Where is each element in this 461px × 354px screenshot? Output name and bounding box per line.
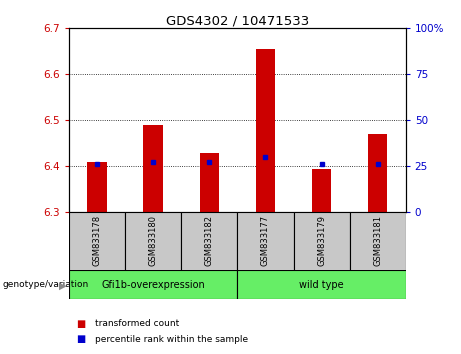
Text: GSM833178: GSM833178 — [93, 215, 102, 266]
FancyBboxPatch shape — [181, 212, 237, 271]
Text: transformed count: transformed count — [95, 319, 179, 329]
FancyBboxPatch shape — [294, 212, 349, 271]
Text: GSM833179: GSM833179 — [317, 215, 326, 266]
FancyBboxPatch shape — [237, 212, 294, 271]
FancyBboxPatch shape — [69, 270, 237, 299]
Bar — [200, 153, 219, 212]
Bar — [88, 162, 107, 212]
Text: Gfi1b-overexpression: Gfi1b-overexpression — [101, 280, 205, 290]
Title: GDS4302 / 10471533: GDS4302 / 10471533 — [166, 14, 309, 27]
Bar — [256, 49, 275, 212]
Text: GSM833182: GSM833182 — [205, 215, 214, 266]
FancyBboxPatch shape — [125, 212, 181, 271]
Text: wild type: wild type — [299, 280, 344, 290]
Text: percentile rank within the sample: percentile rank within the sample — [95, 335, 248, 344]
FancyBboxPatch shape — [69, 212, 125, 271]
Text: ▶: ▶ — [59, 281, 66, 291]
Bar — [143, 125, 163, 212]
Bar — [312, 169, 331, 212]
FancyBboxPatch shape — [349, 212, 406, 271]
Text: GSM833181: GSM833181 — [373, 215, 382, 266]
Text: ■: ■ — [76, 319, 85, 329]
Text: genotype/variation: genotype/variation — [2, 280, 89, 290]
Text: GSM833180: GSM833180 — [149, 215, 158, 266]
Bar — [368, 134, 387, 212]
Text: ■: ■ — [76, 334, 85, 344]
FancyBboxPatch shape — [237, 270, 406, 299]
Text: GSM833177: GSM833177 — [261, 215, 270, 266]
